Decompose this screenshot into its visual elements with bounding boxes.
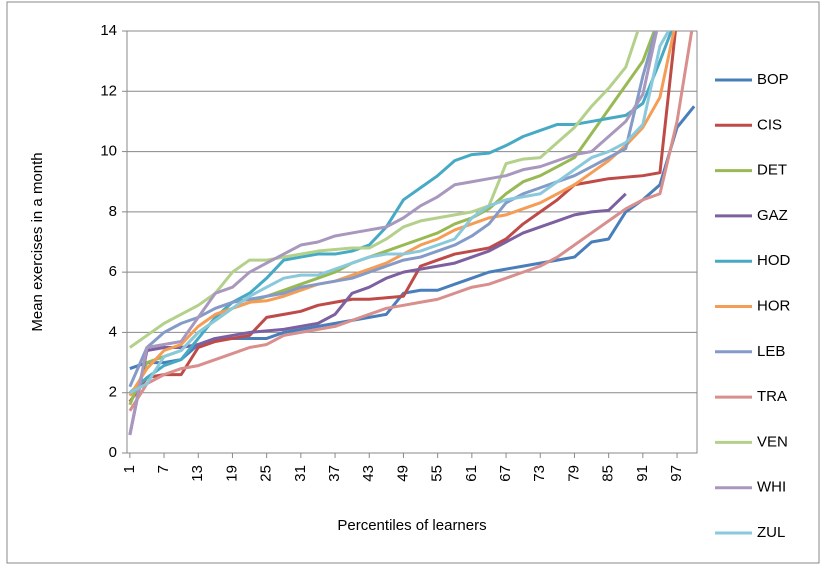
series-line: [128, 31, 694, 412]
legend-label: HOR: [757, 297, 791, 314]
x-tick-label: 79: [565, 465, 582, 482]
x-tick-label: 13: [189, 465, 206, 482]
x-tick-label: 85: [600, 465, 617, 482]
legend-label: BOP: [757, 71, 789, 88]
x-tick-label: 49: [394, 465, 411, 482]
y-tick-label: 2: [109, 384, 117, 401]
x-tick-label: 37: [326, 465, 343, 482]
y-tick-label: 0: [109, 444, 117, 461]
legend-label: DET: [757, 162, 787, 179]
x-tick-label: 25: [258, 465, 275, 482]
y-tick-label: 8: [109, 203, 117, 220]
legend-label: TRA: [757, 388, 787, 405]
series-group: [128, 31, 696, 436]
legend-label: WHI: [757, 479, 786, 496]
chart-frame: [6, 1, 820, 564]
legend-label: LEB: [757, 343, 785, 360]
x-tick-label: 1: [121, 465, 138, 473]
legend-label: GAZ: [757, 207, 788, 224]
series-line: [128, 31, 659, 436]
x-tick-label: 7: [155, 465, 172, 473]
series-line: [128, 31, 677, 403]
series-line: [129, 31, 671, 395]
x-tick-label: 67: [497, 465, 514, 482]
x-tick-label: 19: [223, 465, 240, 482]
x-axis-title: Percentiles of learners: [337, 517, 486, 534]
x-tick-label: 55: [429, 465, 446, 482]
x-tick-label: 91: [634, 465, 651, 482]
x-tick-label: 73: [531, 465, 548, 482]
x-tick-label: 43: [360, 465, 377, 482]
legend-label: VEN: [757, 433, 788, 450]
legend-label: HOD: [757, 252, 791, 269]
y-axis-title: Mean exercises in a month: [29, 152, 46, 331]
x-tick-label: 61: [463, 465, 480, 482]
x-tick-label: 31: [292, 465, 309, 482]
y-tick-label: 12: [100, 82, 117, 99]
y-tick-label: 10: [100, 143, 117, 160]
y-tick-label: 4: [109, 323, 117, 340]
y-tick-label: 14: [100, 22, 117, 39]
y-tick-label: 6: [109, 263, 117, 280]
legend-label: ZUL: [757, 524, 785, 541]
legend-label: CIS: [757, 116, 782, 133]
series-line: [128, 192, 627, 436]
plot-area: [126, 30, 698, 454]
x-tick-label: 97: [668, 465, 685, 482]
series-line: [128, 31, 658, 388]
